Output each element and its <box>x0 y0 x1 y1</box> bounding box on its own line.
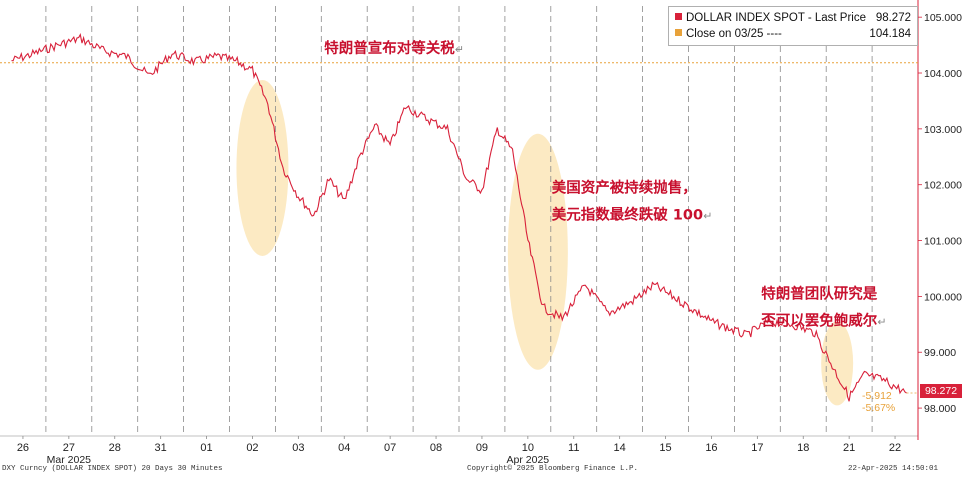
annotation-text: 美国资产被持续抛售， <box>552 179 697 197</box>
y-tick-label: 103.000 <box>924 124 962 136</box>
footer-left: DXY Curncy (DOLLAR INDEX SPOT) 20 Days 3… <box>2 465 223 473</box>
annotation-text: 特朗普宣布对等关税↵ <box>324 39 464 57</box>
legend-close: Close on 03/25 ---- 104.184 <box>675 26 911 42</box>
y-tick-label: 99.000 <box>924 347 956 359</box>
last-price-tag: 98.272 <box>920 384 962 398</box>
highlight-ellipse <box>236 79 289 256</box>
footer-right: 22-Apr-2025 14:50:01 <box>848 465 939 473</box>
y-tick-label: 102.000 <box>924 180 962 192</box>
annotation-text: 美元指数最终跌破 100↵ <box>552 206 713 224</box>
x-tick-label: 14 <box>614 442 626 454</box>
x-tick-label: 18 <box>797 442 809 454</box>
x-tick-label: 07 <box>384 442 396 454</box>
x-tick-label: 22 <box>889 442 901 454</box>
legend-value: 104.184 <box>869 28 911 40</box>
legend-last-price: DOLLAR INDEX SPOT - Last Price 98.272 <box>675 10 911 26</box>
y-tick-label: 104.000 <box>924 68 962 80</box>
month-label: Mar 2025 <box>47 454 92 466</box>
legend-swatch-last-price <box>675 13 682 21</box>
change-pct: -5.67% <box>862 402 896 414</box>
x-tick-label: 08 <box>430 442 442 454</box>
x-tick-label: 10 <box>522 442 534 454</box>
highlight-ellipse <box>507 133 568 370</box>
legend-label: Close on 03/25 ---- <box>686 28 782 40</box>
legend: DOLLAR INDEX SPOT - Last Price 98.272 Cl… <box>668 6 918 46</box>
y-tick-label: 100.000 <box>924 291 962 303</box>
x-tick-label: 09 <box>476 442 488 454</box>
x-tick-label: 28 <box>109 442 121 454</box>
x-tick-label: 04 <box>338 442 350 454</box>
x-tick-label: 02 <box>246 442 258 454</box>
x-tick-label: 26 <box>17 442 29 454</box>
x-tick-label: 27 <box>63 442 75 454</box>
legend-label: DOLLAR INDEX SPOT - Last Price <box>686 12 867 24</box>
paragraph-mark-icon: ↵ <box>703 210 712 223</box>
x-tick-label: 31 <box>155 442 167 454</box>
paragraph-mark-icon: ↵ <box>877 316 886 329</box>
legend-value: 98.272 <box>875 12 911 24</box>
y-tick-label: 101.000 <box>924 236 962 248</box>
x-tick-label: 11 <box>568 442 579 454</box>
month-label: Apr 2025 <box>507 454 550 466</box>
annotation-text: 特朗普团队研究是 <box>761 285 877 303</box>
x-tick-label: 17 <box>751 442 763 454</box>
paragraph-mark-icon: ↵ <box>455 43 464 56</box>
x-tick-label: 15 <box>659 442 671 454</box>
legend-swatch-close <box>675 29 682 37</box>
footer-center: Copyright© 2025 Bloomberg Finance L.P. <box>467 465 639 473</box>
x-tick-label: 21 <box>843 442 855 454</box>
x-tick-label: 03 <box>292 442 304 454</box>
highlight-ellipse <box>821 321 854 406</box>
annotation-text: 否可以罢免鲍威尔↵ <box>760 312 886 330</box>
dxy-price-line <box>11 33 907 402</box>
change-abs: -5.912 <box>862 390 892 402</box>
x-tick-label: 01 <box>200 442 212 454</box>
x-tick-label: 16 <box>705 442 717 454</box>
y-tick-label: 98.000 <box>924 403 956 415</box>
y-tick-label: 105.000 <box>924 12 962 24</box>
